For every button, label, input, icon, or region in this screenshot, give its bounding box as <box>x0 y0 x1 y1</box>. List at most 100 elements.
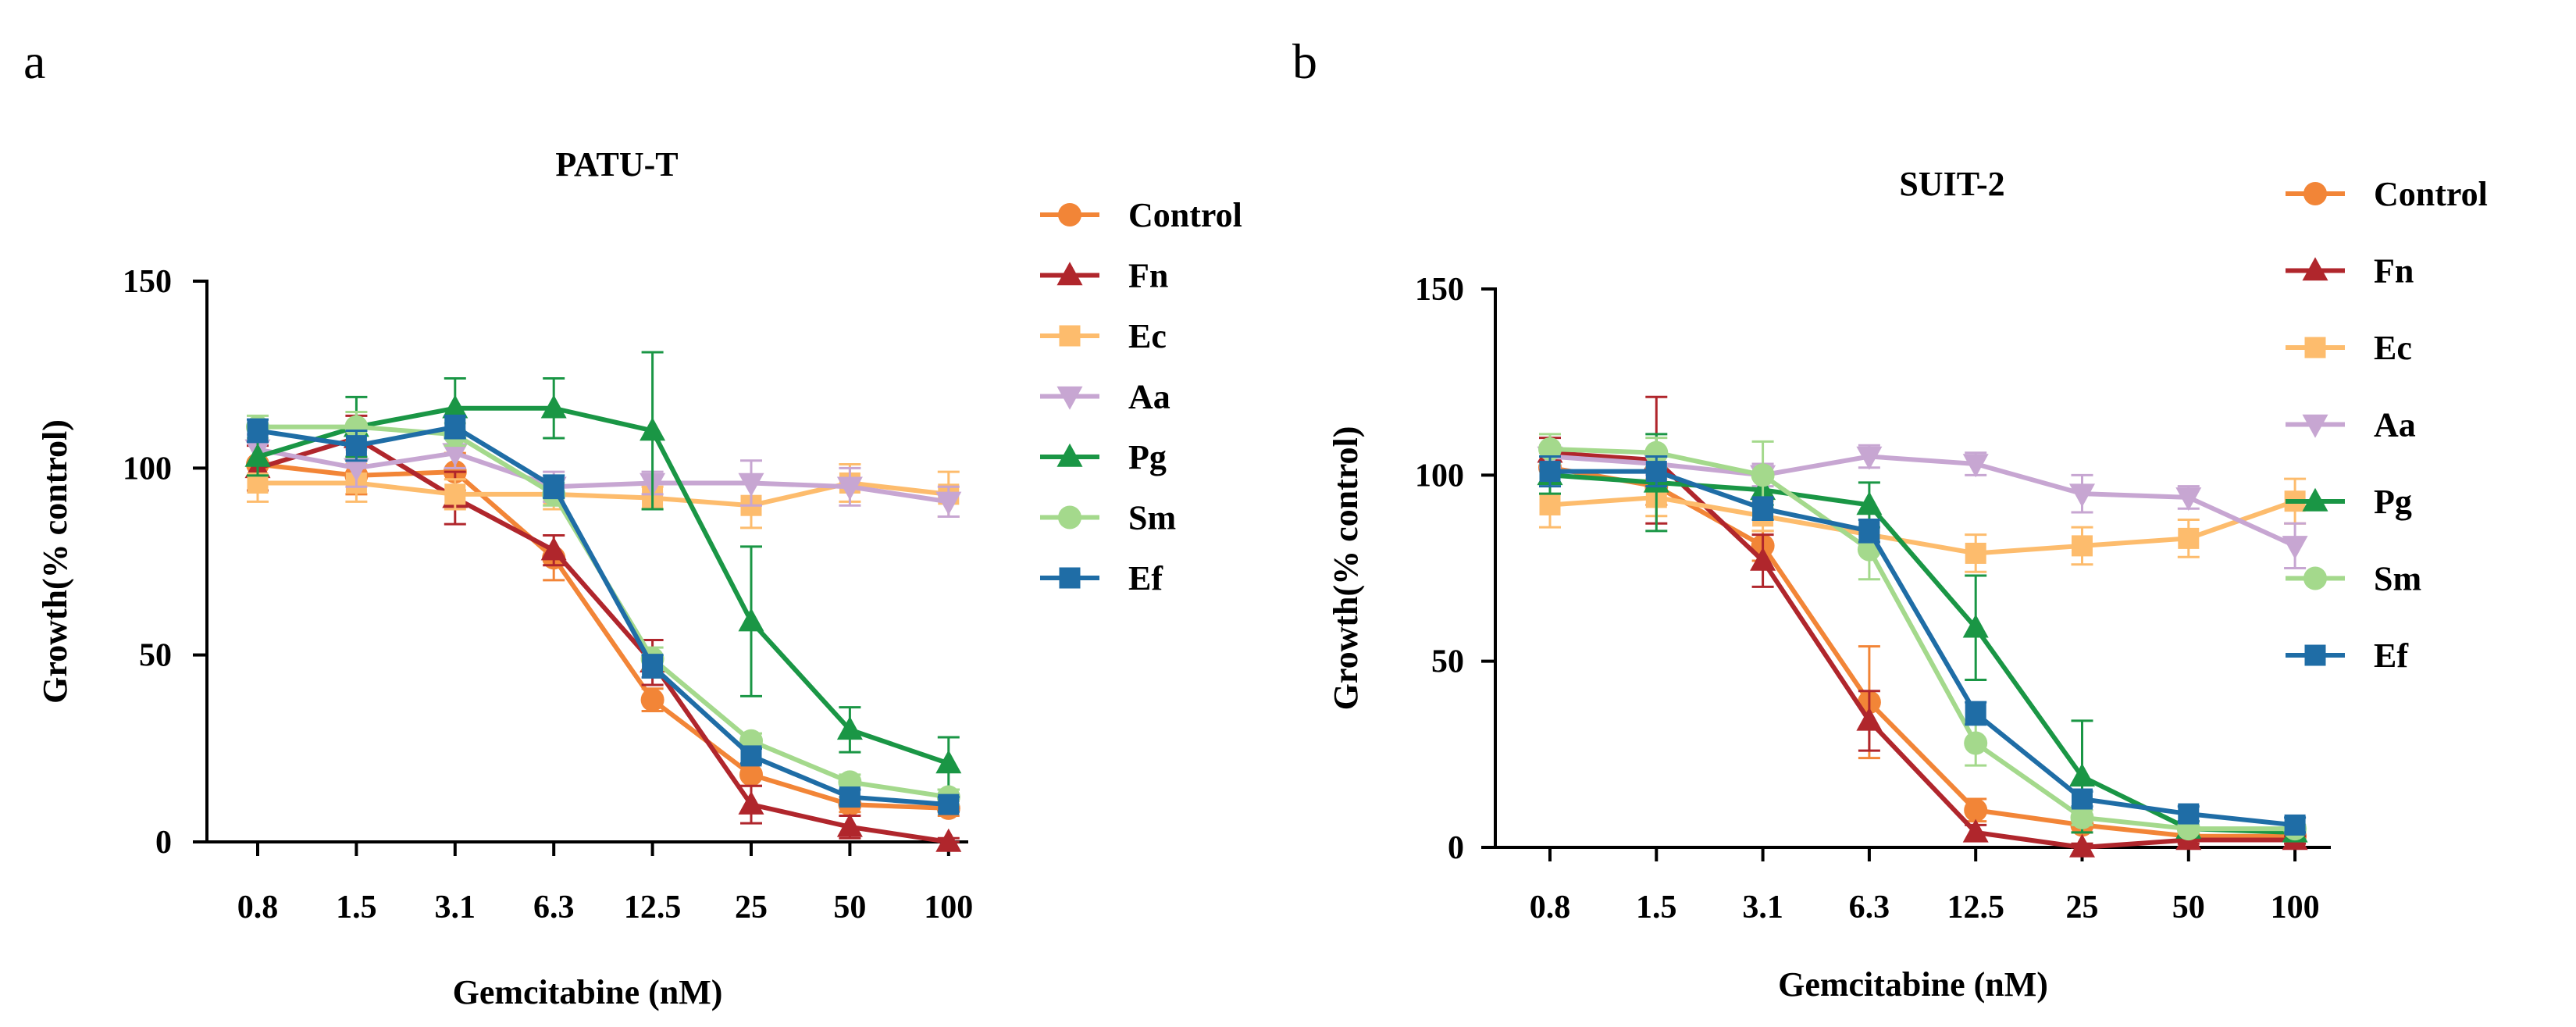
legend-marker-pg <box>2302 487 2328 512</box>
data-point-ec <box>1539 494 1561 515</box>
x-tick-label: 50 <box>833 890 866 925</box>
data-point-fn <box>1750 547 1776 571</box>
x-tick-label: 1.5 <box>336 890 377 925</box>
data-point-fn <box>2069 833 2095 858</box>
x-tick-label: 50 <box>2172 890 2205 925</box>
data-point-aa <box>2282 536 2308 560</box>
data-point-sm <box>1644 440 1669 465</box>
series-line-fn <box>257 436 950 844</box>
data-point-fn <box>836 813 863 837</box>
data-point-control <box>640 688 664 712</box>
data-point-ef <box>1752 497 1774 519</box>
legend-marker-ec <box>1059 325 1081 347</box>
data-point-pg <box>640 417 666 441</box>
data-point-pg <box>244 443 271 467</box>
data-point-aa <box>2069 483 2095 508</box>
legend-marker-ef <box>1059 567 1081 589</box>
x-tick-label: 3.1 <box>435 890 476 925</box>
data-point-pg <box>1962 614 1989 638</box>
y-tick-label: 150 <box>1415 272 1464 308</box>
x-tick-label: 6.3 <box>1849 890 1890 925</box>
data-point-pg <box>738 608 764 632</box>
series-line-ef <box>1550 469 2296 828</box>
series-line-aa <box>257 447 950 505</box>
chart-panel-patu-t: PATU-T 0 50 100 150 0.8 1.5 3.1 6.3 12.5 25 50 100 Ge… <box>36 145 1242 1011</box>
legend-item-pg: Pg <box>1040 438 1167 476</box>
data-point-sm <box>1964 731 1988 755</box>
data-point-ef <box>938 793 960 815</box>
y-tick-label: 0 <box>1448 830 1464 866</box>
legend-label-aa: Aa <box>1128 378 1170 416</box>
data-point-ef <box>1645 461 1667 483</box>
panel-letter-b: b <box>1292 34 1317 89</box>
legend-label-ec: Ec <box>1128 317 1167 355</box>
data-point-aa <box>1856 446 1883 470</box>
legend-item-aa: Aa <box>1040 378 1170 416</box>
data-point-ef <box>2284 814 2306 836</box>
x-tick-label: 100 <box>2271 890 2320 925</box>
legend-marker-aa <box>1056 386 1083 410</box>
x-tick-label: 3.1 <box>1742 890 1783 925</box>
x-tick-label: 1.5 <box>1636 890 1677 925</box>
x-tick-label: 0.8 <box>237 890 279 925</box>
x-axis-label: Gemcitabine (nM) <box>1778 965 2048 1004</box>
series-fn <box>244 414 962 852</box>
legend-marker-pg <box>1056 443 1083 467</box>
legend-label-aa: Aa <box>2374 406 2416 444</box>
series-line-pg <box>257 405 950 766</box>
x-tick-label: 25 <box>2066 890 2099 925</box>
legend-label-ef: Ef <box>1128 559 1163 597</box>
data-point-fn <box>935 828 962 852</box>
series-ef <box>247 414 960 815</box>
y-tick-label: 0 <box>155 825 172 861</box>
legend-item-ec: Ec <box>1040 317 1167 355</box>
series-line-control <box>257 462 949 811</box>
data-point-sm <box>2070 805 2094 829</box>
legend-marker-control <box>1058 203 1081 226</box>
legend-marker-sm <box>2303 566 2327 590</box>
chart-title: SUIT-2 <box>1899 165 2004 203</box>
data-point-ec <box>1965 542 1986 564</box>
y-tick-label: 50 <box>139 638 172 674</box>
data-point-ef <box>444 416 466 438</box>
data-point-pg <box>836 716 863 740</box>
data-point-fn <box>738 790 764 815</box>
data-point-fn <box>1962 818 1989 843</box>
data-point-aa <box>1962 454 1989 478</box>
legend-item-sm: Sm <box>2286 560 2421 598</box>
data-point-ef <box>345 435 367 457</box>
legend-item-fn: Fn <box>2286 252 2414 291</box>
legend-label-ec: Ec <box>2374 329 2412 367</box>
legend-marker-sm <box>1058 505 1081 530</box>
chart-panel-suit-2: SUIT-2 0 50 100 150 0.8 1.5 3.1 6.3 12.5 25 50 100 Ge… <box>1327 165 2488 1004</box>
legend-marker-ec <box>2304 337 2326 358</box>
data-point-sm <box>344 415 369 439</box>
legend-marker-fn <box>2302 257 2328 281</box>
series-line-sm <box>1549 446 2296 832</box>
legend-item-control: Control <box>2286 175 2488 213</box>
legend-label-ef: Ef <box>2374 637 2409 675</box>
data-point-ef <box>642 655 664 677</box>
y-axis-label: Growth(% control) <box>36 419 74 704</box>
legend-label-fn: Fn <box>2374 252 2414 291</box>
data-point-pg <box>935 750 962 774</box>
series-ec <box>1539 477 2307 573</box>
data-point-aa <box>935 491 962 515</box>
x-tick-label: 6.3 <box>533 890 575 925</box>
legend-item-control: Control <box>1040 196 1242 234</box>
series-line-pg <box>1549 472 2296 835</box>
data-point-fn <box>1856 707 1883 731</box>
series-line-aa <box>1549 454 2296 548</box>
x-tick-label: 0.8 <box>1530 890 1571 925</box>
data-point-pg <box>442 394 469 419</box>
data-point-ef <box>543 476 565 497</box>
legend-marker-aa <box>2302 414 2328 438</box>
y-tick-label: 100 <box>1415 458 1464 494</box>
legend-label-pg: Pg <box>1128 438 1167 476</box>
x-axis-label: Gemcitabine (nM) <box>453 973 723 1011</box>
data-point-aa <box>442 443 469 467</box>
data-point-aa <box>343 458 369 482</box>
x-tick-label: 25 <box>735 890 768 925</box>
data-point-ef <box>2178 803 2200 825</box>
